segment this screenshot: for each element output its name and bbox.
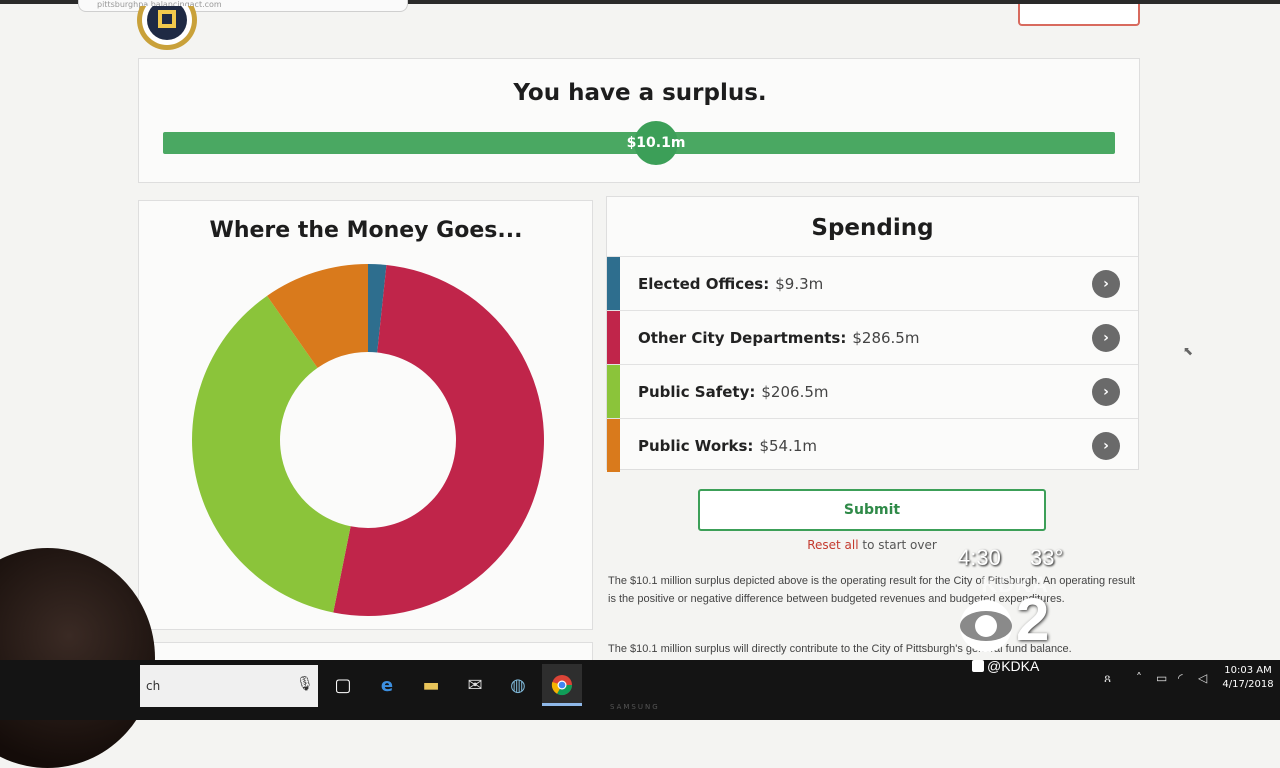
browser-top-edge	[0, 0, 1280, 4]
battery-icon[interactable]: ▭	[1156, 671, 1168, 685]
donut-slice-other-city-departments[interactable]	[333, 264, 544, 616]
spending-value: $54.1m	[759, 436, 817, 455]
chrome-icon[interactable]	[547, 670, 577, 700]
overlay-temperature: 33°	[1030, 545, 1064, 570]
spending-panel	[606, 196, 1139, 470]
chevron-right-icon[interactable]: ›	[1092, 432, 1120, 460]
chevron-right-icon[interactable]: ›	[1092, 270, 1120, 298]
spending-label: Other City Departments:	[638, 328, 847, 347]
top-right-button[interactable]	[1018, 4, 1140, 26]
microphone-icon[interactable]: 🎙	[296, 676, 314, 692]
overlay-station-name: KDKA	[981, 572, 1049, 597]
mouse-cursor-icon: ⬉	[1183, 344, 1194, 358]
submit-button[interactable]: Submit	[698, 489, 1046, 531]
clock-time: 10:03 AM	[1224, 665, 1272, 676]
people-icon[interactable]: ጸ	[1104, 671, 1112, 685]
person-head-silhouette	[0, 548, 155, 768]
address-bar[interactable]: pittsburghpa.balancingact.com	[78, 0, 408, 12]
file-explorer-icon[interactable]: ▬	[422, 674, 440, 696]
spending-row-elected-offices[interactable]: Elected Offices: $9.3m ›	[607, 256, 1138, 310]
chevron-right-icon[interactable]: ›	[1092, 378, 1120, 406]
donut-chart	[192, 264, 544, 616]
chevron-right-icon[interactable]: ›	[1092, 324, 1120, 352]
category-color-swatch	[607, 419, 620, 472]
spending-label: Elected Offices:	[638, 274, 770, 293]
spending-row-other-city-departments[interactable]: Other City Departments: $286.5m ›	[607, 310, 1138, 364]
spending-value: $9.3m	[775, 274, 824, 293]
surplus-value: $10.1m	[626, 135, 686, 151]
overlay-channel-number: 2	[1016, 586, 1050, 653]
spending-value: $206.5m	[761, 382, 829, 401]
twitter-icon	[972, 660, 984, 672]
overlay-handle-text: @KDKA	[987, 658, 1040, 674]
reset-suffix-text: to start over	[858, 538, 937, 552]
task-view-icon[interactable]: ▢	[334, 674, 352, 696]
surplus-title: You have a surplus.	[513, 80, 767, 106]
category-color-swatch	[607, 311, 620, 364]
globe-app-icon[interactable]: ◍	[510, 674, 526, 696]
chevron-up-icon[interactable]: ˄	[1136, 671, 1142, 685]
surplus-panel	[138, 58, 1140, 183]
monitor-brand-label: SAMSUNG	[610, 703, 660, 711]
taskbar-search-input[interactable]: ch	[140, 665, 318, 707]
reset-all-link[interactable]: Reset all	[807, 538, 859, 552]
spending-row-public-safety[interactable]: Public Safety: $206.5m ›	[607, 364, 1138, 418]
overlay-time: 4:30	[958, 545, 1001, 570]
taskbar-clock[interactable]: 10:03 AM 4/17/2018	[1222, 664, 1274, 692]
category-color-swatch	[607, 365, 620, 418]
clock-date: 4/17/2018	[1222, 679, 1274, 690]
category-color-swatch	[607, 257, 620, 310]
donut-slice-elected-offices[interactable]	[368, 264, 387, 353]
mail-icon[interactable]: ✉	[467, 674, 483, 696]
donut-slice-public-works[interactable]	[267, 264, 368, 368]
spending-value: $286.5m	[852, 328, 920, 347]
spending-row-public-works[interactable]: Public Works: $54.1m ›	[607, 418, 1138, 472]
edge-browser-icon[interactable]: e	[380, 674, 394, 696]
overlay-twitter-handle: @KDKA	[972, 658, 1039, 674]
volume-icon[interactable]: ◁	[1198, 671, 1208, 685]
surplus-slider-handle[interactable]: $10.1m	[627, 121, 685, 165]
spending-label: Public Safety:	[638, 382, 756, 401]
spending-label: Public Works:	[638, 436, 754, 455]
money-title: Where the Money Goes...	[209, 218, 523, 243]
city-seal-logo	[136, 0, 198, 50]
description-paragraph-2: The $10.1 million surplus will directly …	[608, 643, 1072, 655]
cbs-eye-logo	[958, 598, 1014, 658]
reset-line: Reset all to start over	[606, 538, 1138, 552]
description-paragraph-1: The $10.1 million surplus depicted above…	[608, 575, 1136, 605]
donut-slice-public-safety[interactable]	[192, 295, 351, 613]
spending-title: Spending	[811, 215, 934, 241]
wifi-icon[interactable]: ◜	[1178, 671, 1183, 685]
